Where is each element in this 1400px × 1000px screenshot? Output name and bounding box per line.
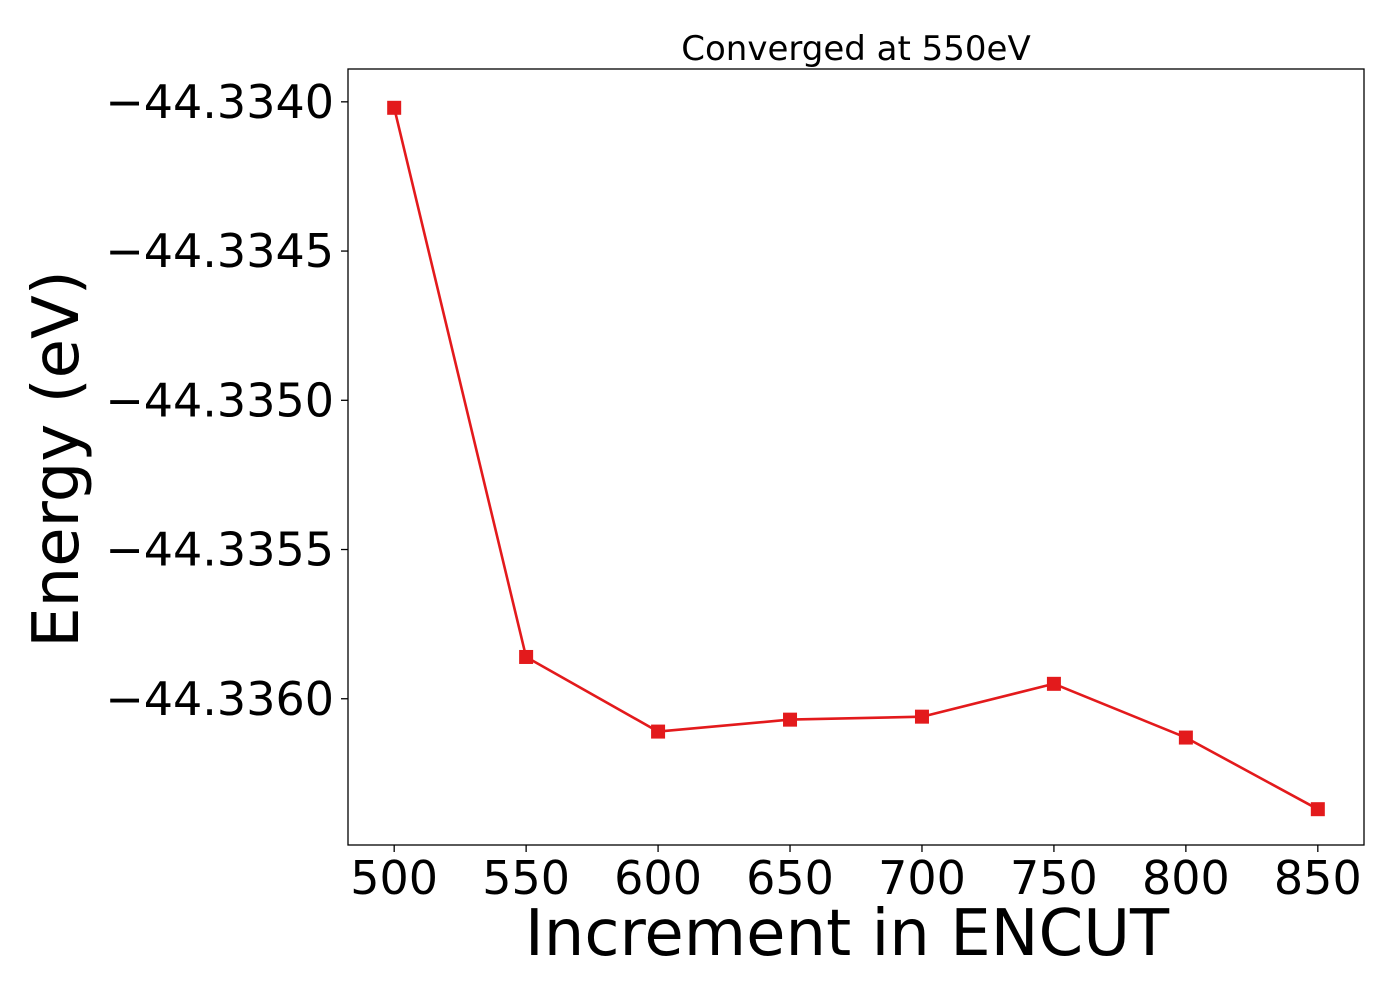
plot-frame — [347, 68, 1365, 846]
data-point-marker — [1178, 730, 1193, 745]
x-tick-label: 850 — [1274, 851, 1362, 905]
y-tick-label: −44.3345 — [105, 224, 334, 278]
data-point-marker — [519, 649, 534, 664]
data-point-marker — [1310, 802, 1325, 817]
data-point-marker — [783, 712, 798, 727]
data-point-marker — [1046, 676, 1061, 691]
y-tick-label: −44.3355 — [105, 523, 334, 577]
x-tick-label: 750 — [1010, 851, 1098, 905]
x-axis-ticks: 500 550 600 650 700 750 800 850 — [350, 845, 1362, 905]
series-layer — [387, 100, 1325, 817]
x-tick-label: 600 — [614, 851, 702, 905]
y-axis-ticks: −44.3340 −44.3345 −44.3350 −44.3355 −44.3360 — [105, 75, 348, 726]
x-tick-label: 800 — [1142, 851, 1230, 905]
y-tick-label: −44.3350 — [105, 373, 334, 427]
data-point-marker — [651, 724, 666, 739]
y-axis-label: Energy (eV) — [20, 270, 94, 648]
data-point-marker — [914, 709, 929, 724]
plot-background — [348, 69, 1364, 845]
x-axis-label: Increment in ENCUT — [525, 897, 1170, 971]
chart-title: Converged at 550eV — [681, 29, 1030, 69]
x-tick-label: 550 — [482, 851, 570, 905]
data-point-marker — [387, 100, 402, 115]
x-tick-label: 700 — [878, 851, 966, 905]
y-tick-label: −44.3340 — [105, 75, 334, 129]
y-tick-label: −44.3360 — [105, 672, 334, 726]
x-tick-label: 500 — [350, 851, 438, 905]
x-tick-label: 650 — [746, 851, 834, 905]
series-line — [392, 107, 1319, 811]
